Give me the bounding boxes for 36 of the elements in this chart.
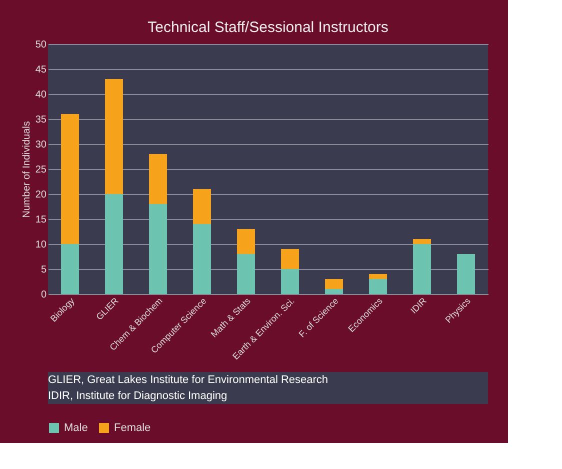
y-tick-label: 35 (35, 114, 47, 126)
bar (105, 194, 123, 294)
text: GLIER, Great Lakes Institute for Environmental Research (48, 374, 328, 386)
chart-title: Technical Staff/Sessional Instructors (148, 19, 388, 36)
y-tick-label: 45 (35, 64, 47, 76)
y-tick-label: 15 (35, 214, 47, 226)
y-tick-label: 20 (35, 190, 47, 200)
legend-label: Male (64, 422, 88, 434)
text: IDIR, Institute for Diagnostic Imaging (48, 390, 228, 402)
bar (457, 254, 475, 294)
y-axis-title: Number of Individuals (21, 121, 32, 218)
y-tick-label: 30 (35, 140, 47, 150)
bar (61, 244, 79, 294)
bar (61, 114, 79, 244)
bar (413, 244, 431, 294)
bar (149, 154, 167, 204)
bar (193, 189, 211, 224)
bar (413, 239, 431, 244)
bar (281, 249, 299, 269)
bar (325, 279, 343, 289)
y-tick-label: 0 (40, 290, 47, 300)
y-tick-label: 50 (35, 40, 47, 50)
y-tick-label: 25 (35, 164, 47, 176)
legend-label: Female (114, 422, 151, 434)
y-tick-label: 5 (40, 264, 47, 276)
bar (369, 274, 387, 279)
bar (325, 289, 343, 294)
bar (237, 229, 255, 254)
bar (105, 79, 123, 194)
y-tick-label: 40 (35, 90, 47, 100)
bar (193, 224, 211, 294)
bar (237, 254, 255, 294)
bar (369, 279, 387, 294)
y-tick-label: 10 (35, 240, 47, 250)
bar (149, 204, 167, 294)
bar (281, 269, 299, 294)
